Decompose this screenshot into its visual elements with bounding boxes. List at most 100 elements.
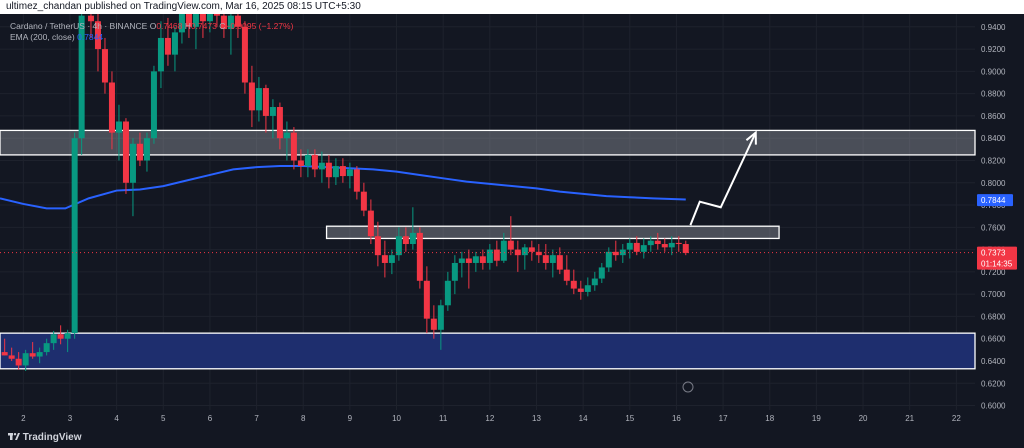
candle-body xyxy=(402,236,409,245)
x-tick-label: 22 xyxy=(952,414,961,423)
publisher-bar: ultimez_chandan published on TradingView… xyxy=(0,0,1024,14)
candle-body xyxy=(584,285,591,292)
candle-body xyxy=(325,162,332,178)
candle-body xyxy=(122,121,129,183)
high-label: H xyxy=(184,21,191,31)
projection-arrowhead xyxy=(745,130,757,145)
candle-body xyxy=(486,249,493,263)
candle-body xyxy=(87,15,94,22)
candle-body xyxy=(570,280,577,289)
tradingview-marker-icon[interactable] xyxy=(682,381,694,393)
y-tick-label: 0.6000 xyxy=(981,402,1006,411)
candle-body xyxy=(451,262,458,281)
open-label: O xyxy=(149,21,157,31)
y-tick-label: 0.8400 xyxy=(981,134,1006,143)
candle-body xyxy=(318,162,325,170)
candle-body xyxy=(353,169,360,192)
y-tick-label: 0.6800 xyxy=(981,312,1006,321)
ema-legend-value: 0.7844 xyxy=(77,32,104,42)
candle-body xyxy=(346,169,353,177)
countdown-tag-text: 01:14:35 xyxy=(981,260,1013,269)
candle-body xyxy=(50,334,57,344)
candle-body xyxy=(213,14,220,16)
y-tick-label: 0.8800 xyxy=(981,90,1006,99)
x-tick-label: 19 xyxy=(812,414,821,423)
candle-body xyxy=(255,88,262,111)
mid-resistance-box xyxy=(325,225,780,240)
candle-body xyxy=(311,154,318,170)
candle-body xyxy=(22,353,29,366)
candle-body xyxy=(15,358,22,366)
ema-price-tag-text: 0.7844 xyxy=(981,196,1006,205)
y-tick-label: 0.8000 xyxy=(981,179,1006,188)
x-tick-label: 14 xyxy=(579,414,588,423)
candle-body xyxy=(647,240,654,246)
candle-body xyxy=(458,258,465,263)
candle-body xyxy=(101,49,108,83)
candle-body xyxy=(423,280,430,319)
candle-body xyxy=(549,255,556,263)
x-tick-label: 6 xyxy=(208,414,213,423)
x-tick-label: 2 xyxy=(21,414,26,423)
candle-body xyxy=(542,255,549,263)
candle-body xyxy=(416,232,423,281)
candle-body xyxy=(535,251,542,256)
y-tick-label: 0.6400 xyxy=(981,357,1006,366)
candle-body xyxy=(479,256,486,263)
y-tick-label: 0.9000 xyxy=(981,67,1006,76)
y-tick-label: 0.8200 xyxy=(981,156,1006,165)
candle-body xyxy=(444,280,451,306)
last-price-tag xyxy=(977,246,1017,270)
open-value: 0.7468 xyxy=(156,21,183,31)
candle-body xyxy=(171,32,178,55)
candle-body xyxy=(633,242,640,252)
candle-body xyxy=(563,269,570,281)
x-tick-label: 3 xyxy=(68,414,73,423)
high-value: 0.7473 xyxy=(190,21,217,31)
tradingview-logo-icon xyxy=(8,433,20,440)
candle-body xyxy=(234,15,241,27)
candle-body xyxy=(507,240,514,250)
support-zone xyxy=(0,332,976,370)
candle-body xyxy=(164,37,171,55)
x-tick-label: 4 xyxy=(114,414,119,423)
candle-body xyxy=(374,236,381,256)
candle-body xyxy=(472,256,479,263)
candle-body xyxy=(199,14,206,22)
candle-body xyxy=(577,288,584,292)
publisher-line: ultimez_chandan published on TradingView… xyxy=(6,1,361,12)
candle-body xyxy=(661,244,668,248)
candle-body xyxy=(1,352,8,356)
change-value: −0.0095 (−1.27%) xyxy=(225,21,294,31)
y-tick-label: 0.6600 xyxy=(981,335,1006,344)
symbol-title[interactable]: Cardano / TetherUS · 4h · BINANCE xyxy=(10,21,148,31)
candle-body xyxy=(129,143,136,183)
candle-body xyxy=(108,82,115,133)
ema-price-tag xyxy=(977,194,1013,207)
candle-body xyxy=(115,121,122,133)
price-chart[interactable]: 0.6000 0.6200 0.6400 0.6600 0.6800 0.7000 0.72… xyxy=(0,14,1024,448)
candle-body xyxy=(304,154,311,167)
symbol-legend: Cardano / TetherUS · 4h · BINANCE O0.746… xyxy=(10,21,293,31)
y-tick-label: 0.9200 xyxy=(981,45,1006,54)
resistance-zone xyxy=(0,129,976,156)
x-tick-label: 8 xyxy=(301,414,306,423)
candle-body xyxy=(206,14,213,22)
candle-body xyxy=(290,132,297,161)
x-tick-label: 5 xyxy=(161,414,166,423)
candle-body xyxy=(360,191,367,211)
candle-body xyxy=(178,14,185,33)
candle-body xyxy=(297,160,304,167)
candle-body xyxy=(612,251,619,256)
x-tick-label: 12 xyxy=(485,414,494,423)
candle-body xyxy=(654,240,661,245)
candle-body xyxy=(626,242,633,250)
candle-body xyxy=(94,21,101,50)
last-price-tag-text: 0.7373 xyxy=(981,249,1006,258)
candle-body xyxy=(395,236,402,256)
candle-body xyxy=(388,255,395,263)
candle-body xyxy=(619,249,626,256)
candle-body xyxy=(682,244,689,253)
ema-label[interactable]: EMA (200, close) xyxy=(10,32,75,42)
candle-body xyxy=(192,14,199,27)
